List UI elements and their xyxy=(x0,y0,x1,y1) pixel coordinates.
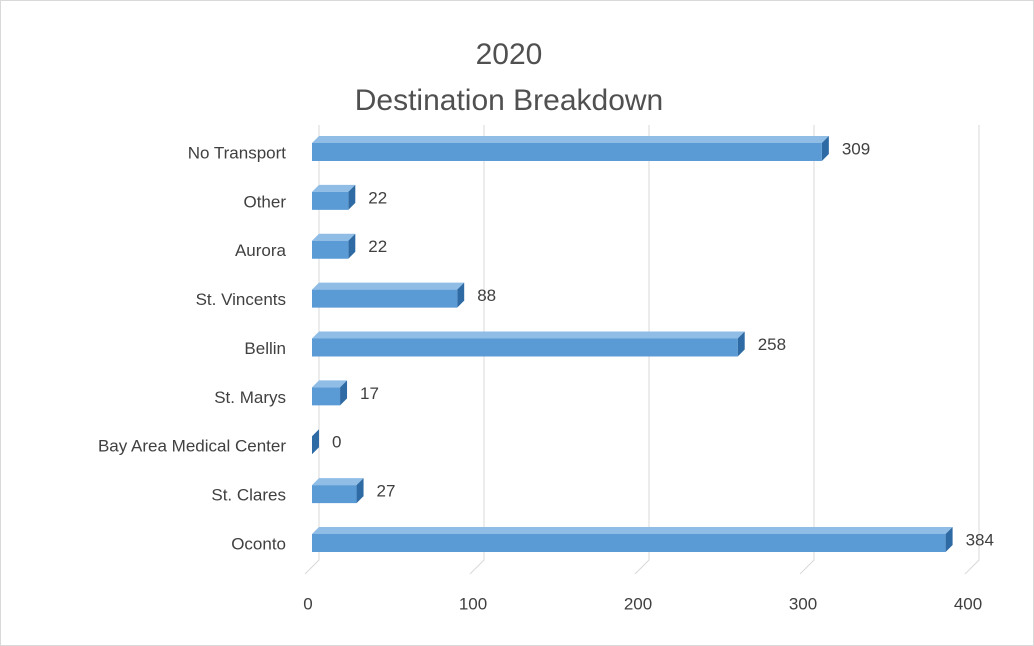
bar-face xyxy=(312,380,348,388)
bar-face xyxy=(340,380,348,406)
x-tick-label: 300 xyxy=(789,594,817,613)
value-label: 22 xyxy=(368,188,387,207)
grid-line xyxy=(469,125,485,575)
bar xyxy=(312,380,348,406)
bar-face xyxy=(348,184,356,210)
value-label: 27 xyxy=(377,482,396,501)
grid-line xyxy=(799,125,815,575)
y-tick-label: St. Marys xyxy=(214,388,286,407)
grid-line xyxy=(304,125,320,575)
y-tick-label: Bay Area Medical Center xyxy=(98,437,286,456)
bar-face xyxy=(312,429,319,455)
y-tick-label: Bellin xyxy=(244,339,286,358)
value-label: 309 xyxy=(842,139,870,158)
bar xyxy=(312,478,364,504)
grid-line xyxy=(964,125,980,575)
x-tick-label: 0 xyxy=(303,594,312,613)
bar-face xyxy=(312,143,822,161)
bar-face xyxy=(312,184,356,192)
bar-face xyxy=(312,338,738,357)
bar-face xyxy=(821,136,829,161)
bar-face xyxy=(312,289,458,308)
bar xyxy=(312,184,356,210)
bar-face xyxy=(312,387,341,406)
bar xyxy=(312,429,319,455)
bar xyxy=(312,136,829,161)
y-tick-label: St. Vincents xyxy=(196,290,286,309)
bar-face xyxy=(312,527,953,534)
bar-face xyxy=(312,191,349,210)
bar-face xyxy=(312,485,357,504)
chart-title: Destination Breakdown xyxy=(355,84,664,117)
bar-face xyxy=(457,282,465,308)
bar-face xyxy=(312,240,349,259)
value-label: 0 xyxy=(332,433,341,452)
value-label: 258 xyxy=(758,335,786,354)
x-tick-label: 400 xyxy=(954,594,982,613)
bar-face xyxy=(348,233,356,259)
value-label: 22 xyxy=(368,237,387,256)
bar-face xyxy=(737,331,745,357)
bar-face xyxy=(312,331,745,339)
chart-title: 2020 xyxy=(476,38,543,71)
x-tick-label: 100 xyxy=(459,594,487,613)
bar-face xyxy=(312,136,829,143)
y-tick-label: Oconto xyxy=(231,534,286,553)
bar-face xyxy=(312,534,946,552)
y-tick-label: No Transport xyxy=(188,143,287,162)
bar xyxy=(312,233,356,259)
y-tick-label: St. Clares xyxy=(211,486,286,505)
bar-face xyxy=(312,233,356,241)
bar xyxy=(312,331,745,357)
value-label: 17 xyxy=(360,384,379,403)
bar-face xyxy=(312,282,465,290)
grid-line xyxy=(634,125,650,575)
value-label: 88 xyxy=(477,286,496,305)
bar-face xyxy=(356,478,364,504)
bar-face xyxy=(312,478,364,486)
value-label: 384 xyxy=(966,530,994,549)
y-tick-label: Other xyxy=(243,192,286,211)
x-tick-label: 200 xyxy=(624,594,652,613)
bar xyxy=(312,527,953,552)
bar xyxy=(312,282,465,308)
bar-face xyxy=(945,527,953,552)
y-tick-label: Aurora xyxy=(235,241,287,260)
